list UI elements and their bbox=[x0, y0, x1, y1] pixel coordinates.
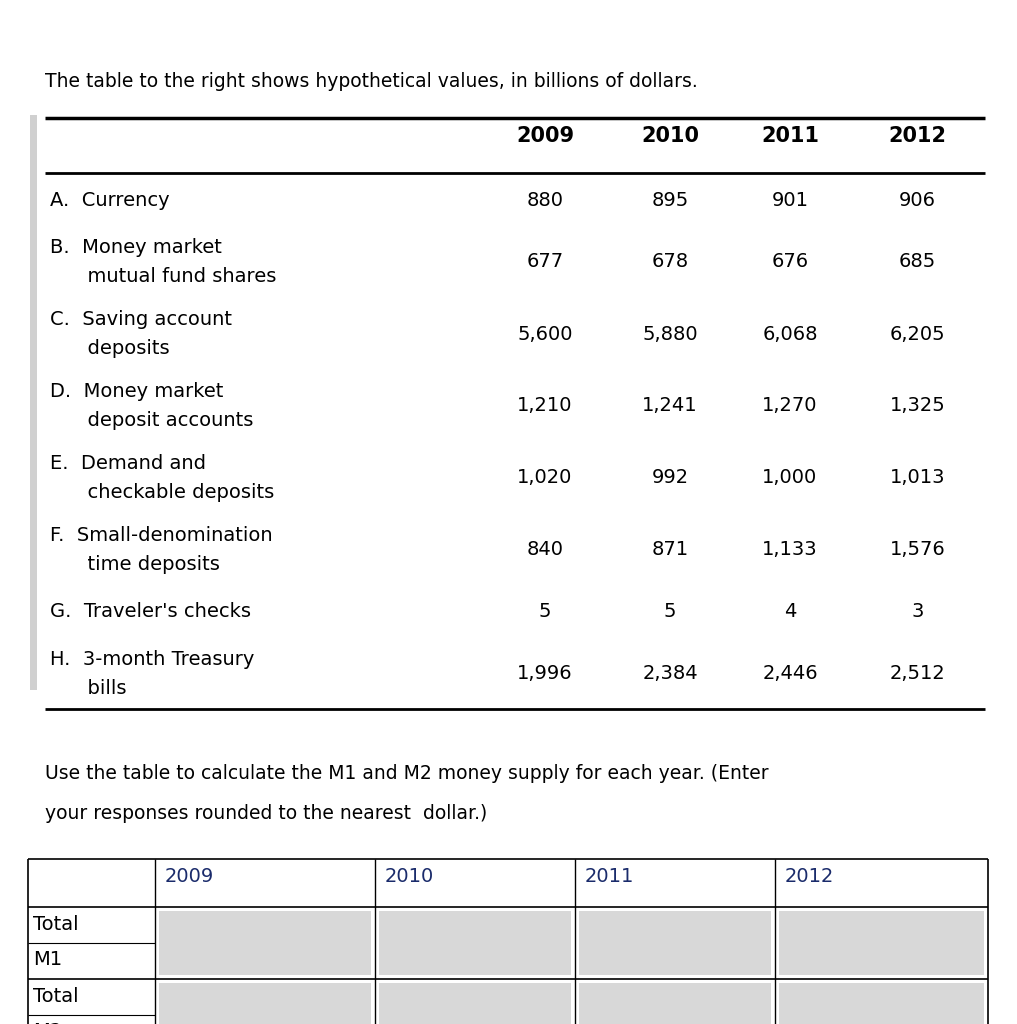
Text: 1,996: 1,996 bbox=[518, 665, 573, 683]
Text: mutual fund shares: mutual fund shares bbox=[50, 267, 277, 286]
Text: 992: 992 bbox=[652, 469, 689, 487]
Text: 2011: 2011 bbox=[761, 126, 819, 146]
Text: bills: bills bbox=[50, 679, 126, 698]
Text: H.  3-month Treasury: H. 3-month Treasury bbox=[50, 650, 254, 669]
Text: 678: 678 bbox=[652, 253, 689, 271]
Text: 2010: 2010 bbox=[641, 126, 699, 146]
Text: F.  Small-denomination: F. Small-denomination bbox=[50, 526, 273, 545]
Bar bbox=[379, 911, 571, 975]
Text: checkable deposits: checkable deposits bbox=[50, 483, 275, 502]
Text: M2: M2 bbox=[33, 1022, 62, 1024]
Bar bbox=[779, 911, 984, 975]
Text: 5,880: 5,880 bbox=[642, 325, 698, 343]
Text: 677: 677 bbox=[527, 253, 563, 271]
Text: deposits: deposits bbox=[50, 339, 170, 358]
Text: 1,000: 1,000 bbox=[763, 469, 818, 487]
Text: 840: 840 bbox=[527, 541, 563, 559]
Text: 2,384: 2,384 bbox=[642, 665, 698, 683]
Text: 2011: 2011 bbox=[585, 867, 635, 886]
Text: 676: 676 bbox=[772, 253, 809, 271]
Text: Total: Total bbox=[33, 915, 78, 934]
Text: 1,576: 1,576 bbox=[890, 541, 946, 559]
Text: 1,133: 1,133 bbox=[762, 541, 818, 559]
Bar bbox=[779, 983, 984, 1024]
Text: 2010: 2010 bbox=[385, 867, 434, 886]
Text: 6,205: 6,205 bbox=[890, 325, 946, 343]
Text: 880: 880 bbox=[527, 190, 563, 210]
Text: 5: 5 bbox=[539, 602, 551, 622]
Bar bbox=[379, 983, 571, 1024]
Text: 1,241: 1,241 bbox=[642, 396, 698, 416]
Text: A.  Currency: A. Currency bbox=[50, 190, 170, 210]
Text: The table to the right shows hypothetical values, in billions of dollars.: The table to the right shows hypothetica… bbox=[45, 72, 698, 91]
Text: C.  Saving account: C. Saving account bbox=[50, 310, 232, 329]
Text: 3: 3 bbox=[911, 602, 923, 622]
Text: 2009: 2009 bbox=[516, 126, 574, 146]
Text: 5,600: 5,600 bbox=[518, 325, 573, 343]
Bar bbox=[579, 911, 771, 975]
Text: 4: 4 bbox=[784, 602, 796, 622]
Text: your responses rounded to the nearest  dollar.): your responses rounded to the nearest do… bbox=[45, 804, 487, 823]
Text: 6,068: 6,068 bbox=[763, 325, 818, 343]
Text: 901: 901 bbox=[772, 190, 809, 210]
Text: 2012: 2012 bbox=[889, 126, 947, 146]
Text: 1,210: 1,210 bbox=[518, 396, 573, 416]
Text: G.  Traveler's checks: G. Traveler's checks bbox=[50, 602, 251, 622]
Text: 2009: 2009 bbox=[165, 867, 215, 886]
Text: 2,446: 2,446 bbox=[762, 665, 818, 683]
Text: 2,512: 2,512 bbox=[890, 665, 946, 683]
Text: 1,325: 1,325 bbox=[890, 396, 946, 416]
Bar bbox=[29, 115, 37, 690]
Bar bbox=[159, 983, 371, 1024]
Text: Total: Total bbox=[33, 987, 78, 1006]
Text: 1,270: 1,270 bbox=[763, 396, 818, 416]
Text: B.  Money market: B. Money market bbox=[50, 238, 222, 257]
Text: 906: 906 bbox=[899, 190, 936, 210]
Text: deposit accounts: deposit accounts bbox=[50, 411, 253, 430]
Text: 895: 895 bbox=[651, 190, 689, 210]
Text: M1: M1 bbox=[33, 950, 62, 969]
Text: time deposits: time deposits bbox=[50, 555, 220, 574]
Text: 2012: 2012 bbox=[785, 867, 834, 886]
Text: D.  Money market: D. Money market bbox=[50, 382, 224, 401]
Text: Use the table to calculate the M1 and M2 money supply for each year. (Enter: Use the table to calculate the M1 and M2… bbox=[45, 764, 769, 783]
Text: 1,013: 1,013 bbox=[890, 469, 945, 487]
Text: 685: 685 bbox=[899, 253, 936, 271]
Text: 5: 5 bbox=[664, 602, 676, 622]
Text: E.  Demand and: E. Demand and bbox=[50, 454, 206, 473]
Bar bbox=[159, 911, 371, 975]
Text: 871: 871 bbox=[652, 541, 689, 559]
Text: 1,020: 1,020 bbox=[518, 469, 573, 487]
Bar bbox=[579, 983, 771, 1024]
